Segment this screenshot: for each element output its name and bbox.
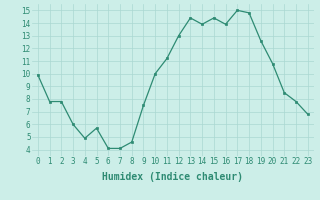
X-axis label: Humidex (Indice chaleur): Humidex (Indice chaleur) — [102, 172, 243, 182]
